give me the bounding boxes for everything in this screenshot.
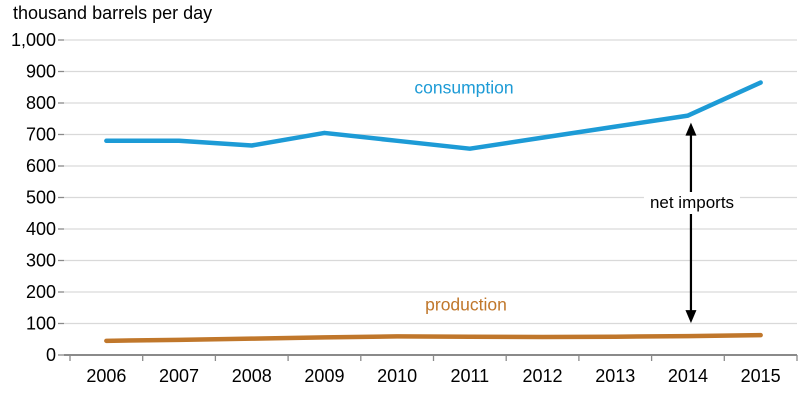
y-tick-label-200: 200 [26, 282, 56, 302]
net-imports-annotation-label: net imports [643, 192, 741, 214]
y-tick-label-300: 300 [26, 251, 56, 271]
x-tick-label-2014: 2014 [668, 366, 708, 386]
x-tick-label-2013: 2013 [595, 366, 635, 386]
x-tick-label-2011: 2011 [450, 366, 489, 386]
x-tick-label-2010: 2010 [377, 366, 417, 386]
y-tick-label-600: 600 [26, 156, 56, 176]
consumption-series-label: consumption [414, 77, 514, 98]
production-series-label: production [425, 294, 507, 315]
x-tick-label-2007: 2007 [159, 366, 199, 386]
x-tick-label-2008: 2008 [232, 366, 272, 386]
y-tick-label-400: 400 [26, 219, 56, 239]
y-tick-label-700: 700 [26, 125, 56, 145]
y-tick-label-0: 0 [46, 345, 56, 365]
x-tick-label-2012: 2012 [523, 366, 563, 386]
y-tick-label-800: 800 [26, 93, 56, 113]
y-tick-label-100: 100 [26, 314, 56, 334]
net-imports-arrowhead-up [685, 122, 697, 136]
consumption-line [104, 80, 763, 151]
x-tick-label-2015: 2015 [741, 366, 781, 386]
y-tick-label-900: 900 [26, 62, 56, 82]
y-tick-label-500: 500 [26, 188, 56, 208]
x-tick-label-2006: 2006 [86, 366, 126, 386]
chart-title: thousand barrels per day [13, 3, 213, 23]
y-tick-label-1000: 1,000 [11, 30, 56, 50]
production-line [104, 332, 763, 344]
net-imports-arrowhead-down [685, 310, 697, 324]
x-tick-label-2009: 2009 [304, 366, 344, 386]
